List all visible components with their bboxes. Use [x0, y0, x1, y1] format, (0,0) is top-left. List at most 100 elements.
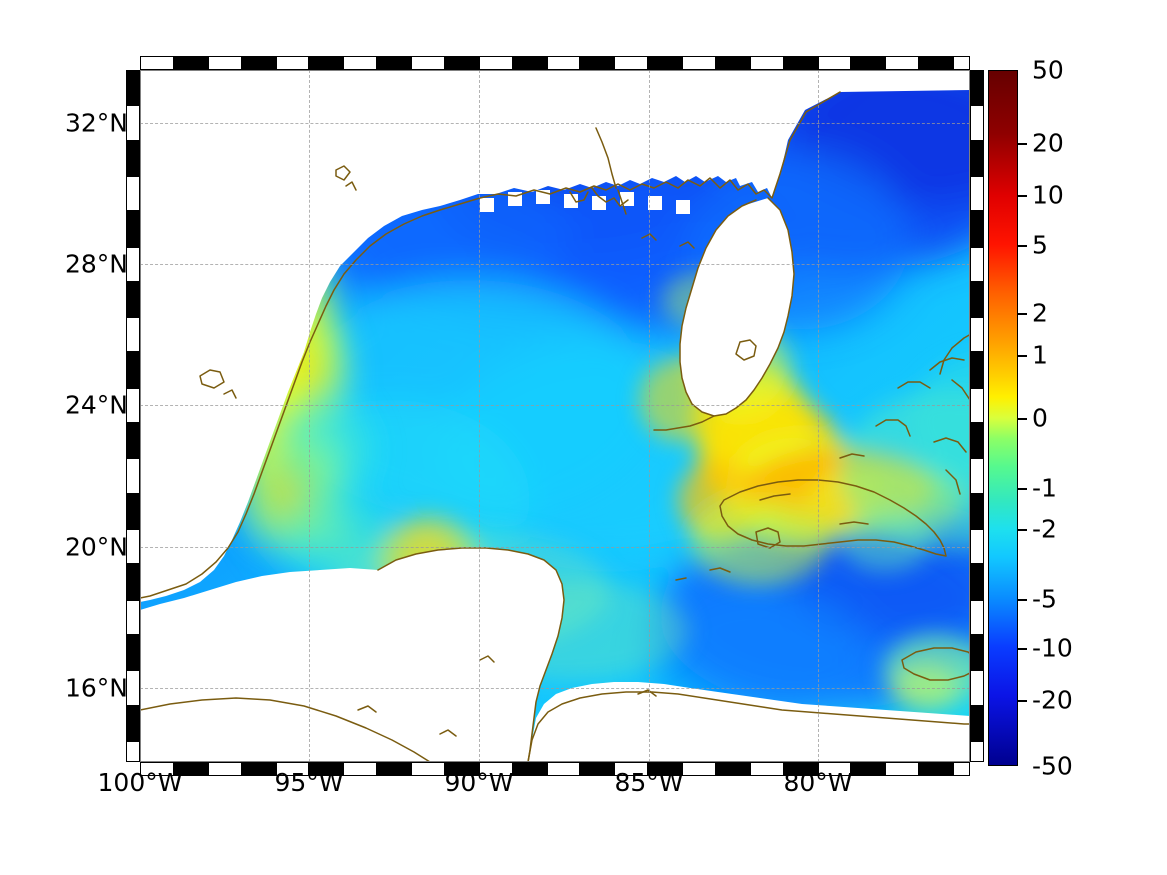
- frame-block-right: [970, 740, 984, 762]
- colorbar-tick-label: -10: [1032, 633, 1073, 663]
- frame-block-right: [970, 352, 984, 388]
- gridline-lon-100w: [140, 70, 141, 762]
- frame-block-left: [126, 423, 140, 459]
- xtick-label: 85°W: [614, 768, 684, 797]
- frame-block-left: [126, 670, 140, 706]
- colorbar-tick: [1018, 418, 1027, 420]
- frame-block-right: [970, 140, 984, 176]
- frame-block-left: [126, 140, 140, 176]
- frame-block-bottom: [715, 762, 750, 776]
- frame-block-left: [126, 493, 140, 529]
- gridline-lat-32n: [140, 123, 970, 124]
- frame-block-left: [126, 458, 140, 494]
- frame-block-left: [126, 599, 140, 635]
- frame-block-bottom: [953, 762, 970, 776]
- frame-block-left: [126, 105, 140, 141]
- colorbar-tick: [1018, 598, 1027, 601]
- frame-block-top: [614, 56, 649, 70]
- frame-block-bottom: [851, 762, 886, 776]
- frame-block-right: [970, 493, 984, 529]
- frame-block-top: [309, 56, 344, 70]
- frame-block-left: [126, 528, 140, 565]
- frame-block-top: [478, 56, 513, 70]
- frame-block-right: [970, 458, 984, 494]
- frame-block-top: [648, 56, 683, 70]
- gridline-lat-20n: [140, 547, 970, 548]
- frame-block-bottom: [682, 762, 716, 776]
- frame-block-top: [173, 56, 208, 70]
- colorbar-tick: [1018, 528, 1027, 531]
- colorbar: 50 20 10 5 2 1 0 -1 -2 -5 -10 -20 -50: [988, 56, 1073, 781]
- frame-block-left: [126, 564, 140, 600]
- frame-block-left: [126, 740, 140, 762]
- frame-block-right: [970, 564, 984, 600]
- map-panel: [140, 70, 970, 762]
- colorbar-tick: [1018, 488, 1027, 491]
- frame-block-bottom: [140, 762, 174, 776]
- frame-block-right: [970, 281, 984, 318]
- frame-block-bottom: [783, 762, 818, 776]
- colorbar-tick: [1018, 354, 1027, 357]
- gridline-lon-85w: [649, 70, 650, 762]
- gridline-lat-16n: [140, 688, 970, 689]
- colorbar-tick-label: -1: [1032, 473, 1057, 503]
- ytick-label: 16°N: [64, 673, 128, 703]
- frame-block-bottom: [173, 762, 208, 776]
- colorbar-tick-label: 10: [1032, 180, 1064, 210]
- colorbar-tick-label: 2: [1032, 298, 1048, 328]
- frame-block-right: [970, 705, 984, 741]
- frame-block-bottom: [309, 762, 344, 776]
- frame-block-top: [411, 56, 445, 70]
- frame-block-top: [546, 56, 581, 70]
- frame-block-right: [970, 105, 984, 141]
- gridline-lon-90w: [479, 70, 480, 762]
- frame-block-right: [970, 670, 984, 706]
- colorbar-tick: [1018, 312, 1027, 315]
- xtick-label: 90°W: [444, 768, 514, 797]
- frame-block-bottom: [241, 762, 276, 776]
- frame-block-left: [126, 634, 140, 671]
- frame-block-top: [444, 56, 479, 70]
- frame-block-top: [241, 56, 276, 70]
- frame-block-left: [126, 705, 140, 741]
- frame-block-bottom: [817, 762, 852, 776]
- data-grid-stairstep-layer: [218, 190, 970, 750]
- frame-block-top: [749, 56, 784, 70]
- colorbar-tick-label: -5: [1032, 584, 1057, 614]
- frame-block-left: [126, 70, 140, 106]
- ytick-label: 28°N: [64, 249, 128, 279]
- frame-block-top: [343, 56, 378, 70]
- coastline-layer: [140, 91, 970, 762]
- colorbar-tick: [1018, 244, 1027, 247]
- colorbar-tick-label: -50: [1032, 751, 1073, 781]
- frame-block-left: [126, 387, 140, 424]
- frame-block-top: [885, 56, 920, 70]
- frame-block-bottom: [207, 762, 242, 776]
- colorbar-gradient: [988, 70, 1018, 766]
- frame-block-bottom: [580, 762, 615, 776]
- xtick-label: 80°W: [783, 768, 853, 797]
- colorbar-tick-label: 1: [1032, 340, 1048, 370]
- frame-block-top: [140, 56, 174, 70]
- frame-block-right: [970, 599, 984, 635]
- gridline-lat-28n: [140, 264, 970, 265]
- frame-block-bottom: [512, 762, 547, 776]
- frame-block-bottom: [411, 762, 445, 776]
- frame-block-bottom: [377, 762, 412, 776]
- frame-block-bottom: [343, 762, 378, 776]
- frame-block-right: [970, 634, 984, 671]
- colorbar-tick: [1018, 699, 1027, 702]
- frame-block-right: [970, 246, 984, 282]
- frame-block-bottom: [275, 762, 310, 776]
- colorbar-tick: [1018, 648, 1027, 651]
- gridline-lon-95w: [309, 70, 310, 762]
- frame-block-bottom: [919, 762, 954, 776]
- frame-block-bottom: [749, 762, 784, 776]
- colorbar-tick-label: -2: [1032, 514, 1057, 544]
- frame-block-right: [970, 423, 984, 459]
- frame-block-left: [126, 352, 140, 388]
- colorbar-tick-label: 0: [1032, 403, 1048, 433]
- colorbar-tick-label: 5: [1032, 230, 1048, 260]
- frame-block-right: [970, 175, 984, 212]
